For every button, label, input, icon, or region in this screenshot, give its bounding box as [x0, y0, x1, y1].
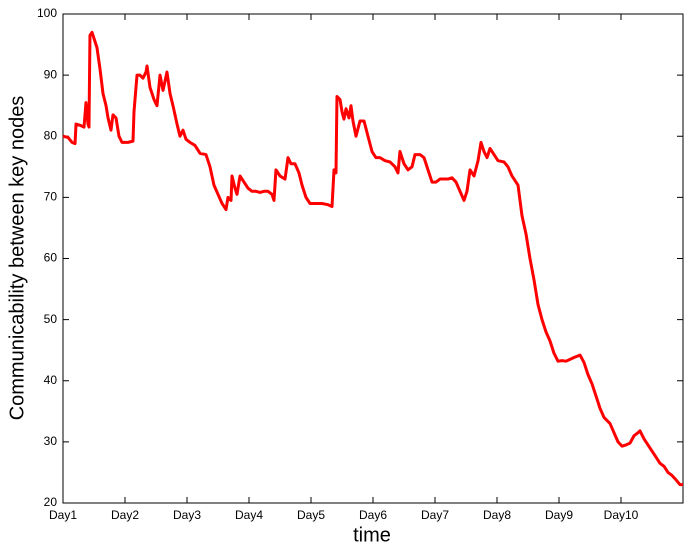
y-tick-label: 30 — [44, 434, 58, 448]
y-tick-label: 80 — [44, 128, 58, 142]
x-axis-label: time — [353, 524, 391, 546]
x-tick-label: Day4 — [235, 508, 263, 522]
y-tick-label: 60 — [44, 251, 58, 265]
y-tick-label: 70 — [44, 190, 58, 204]
y-tick-label: 90 — [44, 67, 58, 81]
y-tick-label: 100 — [37, 6, 57, 20]
plot-frame — [62, 13, 684, 504]
y-tick-label: 40 — [44, 373, 58, 387]
x-tick-label: Day9 — [545, 508, 573, 522]
y-tick-label: 20 — [44, 495, 58, 509]
x-tick-label: Day3 — [173, 508, 201, 522]
y-tick-label: 50 — [44, 312, 58, 326]
x-tick-label: Day6 — [359, 508, 387, 522]
line-series — [62, 30, 683, 487]
x-tick-label: Day1 — [49, 508, 77, 522]
x-tick-label: Day7 — [421, 508, 449, 522]
x-tick-label: Day2 — [111, 508, 139, 522]
x-tick-label: Day5 — [297, 508, 325, 522]
y-axis-label: Communicability between key nodes — [6, 96, 28, 421]
x-tick-label: Day8 — [483, 508, 511, 522]
x-tick-label: Day10 — [604, 508, 639, 522]
